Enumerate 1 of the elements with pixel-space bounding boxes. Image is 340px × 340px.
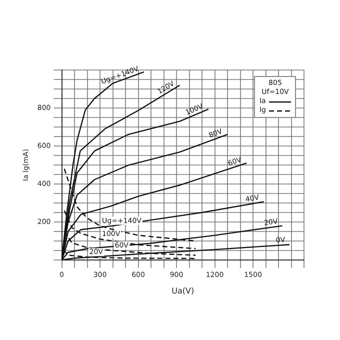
x-axis-title: Ua(V) (172, 286, 194, 296)
